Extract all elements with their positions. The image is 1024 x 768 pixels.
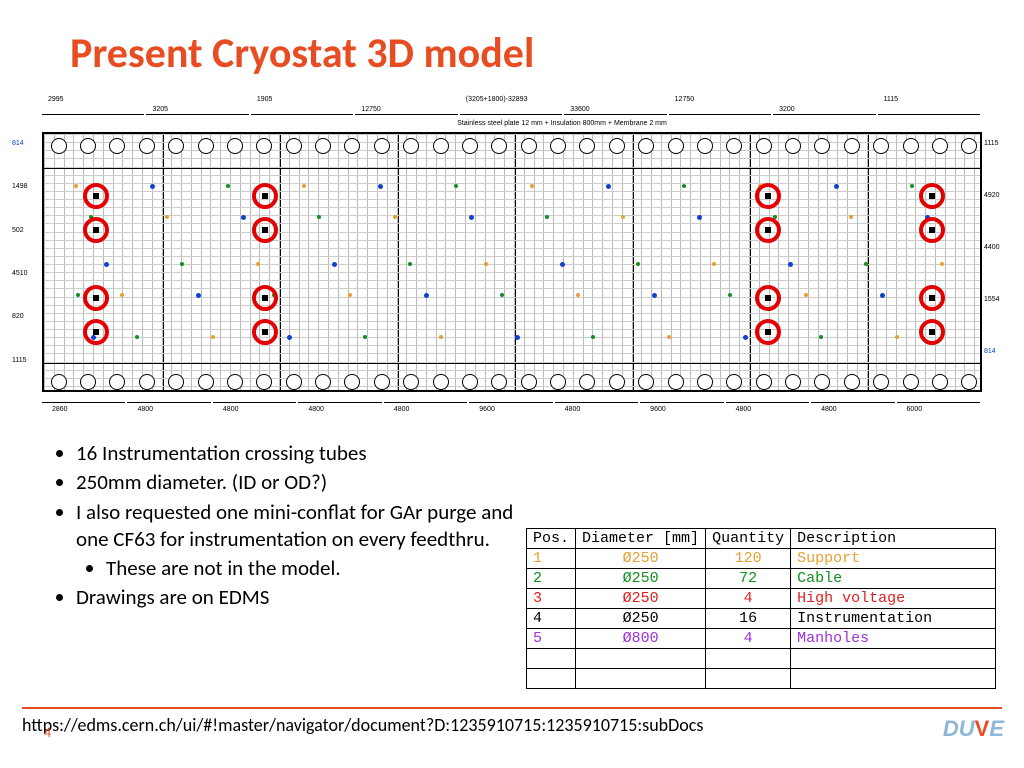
slide-title: Present Cryostat 3D model [70, 28, 534, 79]
diagram-frame [42, 132, 982, 392]
logo-u: U [959, 716, 975, 741]
logo-d: D [943, 716, 959, 741]
instrumentation-tube-marker [83, 285, 109, 311]
table-row: 1Ø250120Support [527, 549, 996, 569]
instrumentation-tube-marker [919, 285, 945, 311]
instrumentation-tube-marker [919, 319, 945, 345]
instrumentation-tube-marker [755, 285, 781, 311]
instrumentation-tube-marker [755, 319, 781, 345]
page-number: 4 [44, 724, 51, 741]
footer-divider [22, 707, 1002, 709]
instrumentation-tube-marker [755, 183, 781, 209]
edms-url: https://edms.cern.ch/ui/#!master/navigat… [22, 714, 703, 736]
table-row: 3Ø2504High voltage [527, 589, 996, 609]
instrumentation-tube-marker [252, 183, 278, 209]
col-header: Description [791, 529, 996, 549]
instrumentation-tube-marker [83, 183, 109, 209]
col-header: Quantity [706, 529, 791, 549]
instrumentation-tube-marker [83, 217, 109, 243]
instrumentation-tube-marker [755, 217, 781, 243]
table-row: 2Ø25072Cable [527, 569, 996, 589]
bullet-item: I also requested one mini-conflat for GA… [76, 499, 520, 583]
instrumentation-tube-marker [919, 183, 945, 209]
bullet-item: 250mm diameter. (ID or OD?) [76, 469, 520, 496]
bullet-item: Drawings are on EDMS [76, 584, 520, 611]
col-header: Diameter [mm] [576, 529, 706, 549]
logo-e: E [989, 716, 1004, 741]
table-row-empty [527, 649, 996, 669]
feedthru-table: Pos.Diameter [mm]QuantityDescription 1Ø2… [526, 528, 996, 689]
table-row: 4Ø25016Instrumentation [527, 609, 996, 629]
instrumentation-tube-marker [252, 217, 278, 243]
instrumentation-tube-marker [252, 319, 278, 345]
instrumentation-tube-marker [83, 319, 109, 345]
dune-logo: DUVE [943, 716, 1004, 742]
bullet-item: 16 Instrumentation crossing tubes [76, 440, 520, 467]
diagram-note: Stainless steel plate 12 mm + Insulation… [412, 120, 712, 127]
table-row: 5Ø8004Manholes [527, 629, 996, 649]
col-header: Pos. [527, 529, 576, 549]
cryostat-diagram: 29953205190512750(3205+1800)-32893336001… [12, 92, 1012, 422]
instrumentation-tube-marker [252, 285, 278, 311]
table-row-empty [527, 669, 996, 689]
logo-v: V [975, 716, 990, 741]
sub-bullet: These are not in the model. [106, 555, 520, 582]
bullet-list: 16 Instrumentation crossing tubes 250mm … [50, 440, 520, 614]
